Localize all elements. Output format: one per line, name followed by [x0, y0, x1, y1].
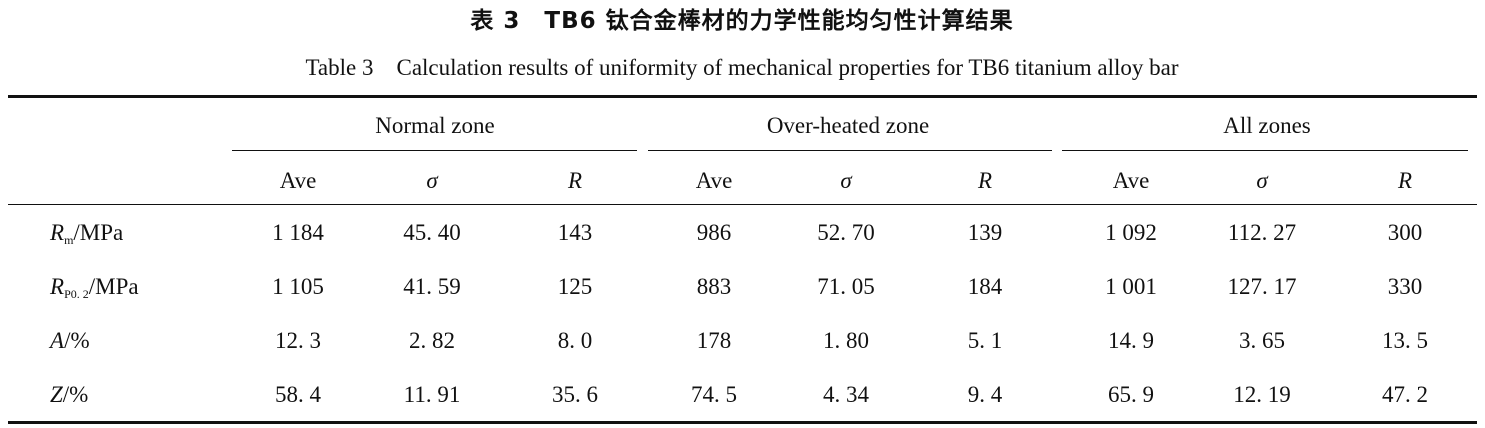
table-cell: 1 001 [1105, 274, 1157, 299]
row-subscript: P0. 2 [64, 287, 89, 301]
header-rule [8, 204, 1477, 205]
table-cell: 1 105 [272, 274, 324, 299]
table-cell: 127. 17 [1227, 274, 1297, 299]
table-cell: 184 [967, 274, 1003, 299]
column-header: R [977, 168, 993, 193]
table-cell: 47. 2 [1382, 382, 1428, 407]
column-header: Ave [279, 168, 317, 193]
table-cell: 12. 3 [275, 328, 321, 353]
table-cell: 5. 1 [967, 328, 1003, 353]
row-unit: /% [64, 328, 90, 353]
table-cell: 71. 05 [817, 274, 875, 299]
table-cell: 883 [696, 274, 732, 299]
group-header: Normal zone [375, 113, 495, 138]
top-rule [8, 95, 1477, 98]
column-header: Ave [1112, 168, 1150, 193]
table-cell: 13. 5 [1382, 328, 1428, 353]
bottom-rule [8, 421, 1477, 424]
row-subscript: m [64, 233, 74, 247]
column-header: σ [426, 168, 438, 193]
table-cell: 65. 9 [1108, 382, 1154, 407]
table-cell: 112. 27 [1227, 220, 1297, 245]
group-rule-normal [232, 150, 637, 151]
table-cell: 74. 5 [691, 382, 737, 407]
table-cell: 8. 0 [557, 328, 593, 353]
column-header: R [1397, 168, 1413, 193]
group-rule-all [1062, 150, 1468, 151]
table-cell: 143 [557, 220, 593, 245]
row-label: Rm/MPa [50, 221, 123, 246]
row-unit: /MPa [88, 274, 139, 299]
table-cell: 41. 59 [403, 274, 461, 299]
table-cell: 52. 70 [817, 220, 875, 245]
row-symbol: Z [50, 382, 63, 407]
column-header: Ave [695, 168, 733, 193]
column-header: σ [840, 168, 852, 193]
table-cell: 4. 34 [823, 382, 869, 407]
table-cell: 1 184 [272, 220, 324, 245]
row-label: RP0. 2/MPa [50, 275, 139, 300]
table-cell: 178 [696, 328, 732, 353]
table-cell: 45. 40 [403, 220, 461, 245]
table-cell: 125 [557, 274, 593, 299]
table-cell: 1 092 [1105, 220, 1157, 245]
row-unit: /MPa [73, 220, 124, 245]
row-label: Z/% [50, 383, 88, 406]
table-cell: 11. 91 [403, 382, 461, 407]
caption-chinese: 表 3 TB6 钛合金棒材的力学性能均匀性计算结果 [470, 8, 1014, 34]
row-symbol: R [50, 220, 65, 245]
group-header: All zones [1223, 113, 1311, 138]
table-cell: 35. 6 [552, 382, 598, 407]
row-unit: /% [62, 382, 89, 407]
group-rule-overheated [648, 150, 1052, 151]
column-header: σ [1256, 168, 1268, 193]
group-header: Over-heated zone [766, 113, 930, 138]
caption-english: Table 3 Calculation results of uniformit… [305, 55, 1179, 80]
table-cell: 330 [1387, 274, 1423, 299]
table-cell: 1. 80 [823, 328, 869, 353]
column-header: R [567, 168, 583, 193]
table-cell: 3. 65 [1239, 328, 1285, 353]
row-label: A/% [50, 329, 90, 352]
table-cell: 2. 82 [409, 328, 455, 353]
table-cell: 58. 4 [275, 382, 321, 407]
row-symbol: R [50, 274, 65, 299]
row-symbol: A [50, 328, 65, 353]
table-cell: 9. 4 [967, 382, 1003, 407]
table-cell: 139 [967, 220, 1003, 245]
table-cell: 300 [1387, 220, 1423, 245]
table-cell: 986 [696, 220, 732, 245]
table-cell: 12. 19 [1233, 382, 1291, 407]
table-cell: 14. 9 [1108, 328, 1154, 353]
